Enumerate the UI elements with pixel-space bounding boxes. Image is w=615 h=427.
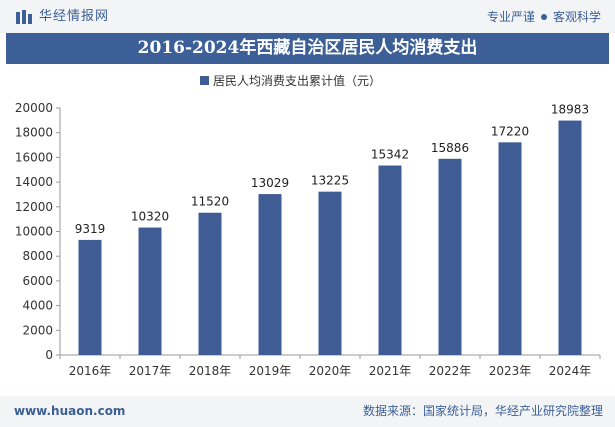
bar [498, 142, 522, 355]
slogan-dot-icon [540, 13, 547, 20]
bar [318, 191, 342, 355]
x-tick-label: 2017年 [129, 364, 172, 378]
x-tick-label: 2021年 [369, 364, 412, 378]
y-tick-label: 12000 [15, 200, 53, 214]
y-tick-label: 8000 [22, 249, 53, 263]
y-tick-label: 16000 [15, 150, 53, 164]
x-tick-label: 2022年 [429, 364, 472, 378]
x-tick-label: 2024年 [549, 364, 592, 378]
bar-chart: 居民人均消费支出累计值（元） 0 2000 4000 6000 8000 10000 1200… [15, 73, 601, 378]
data-label: 10320 [131, 210, 169, 224]
chart-title: 2016-2024年西藏自治区居民人均消费支出 [6, 33, 609, 64]
legend-swatch [200, 76, 209, 85]
data-label: 13225 [311, 174, 349, 188]
data-label: 15886 [431, 141, 469, 155]
y-tick-label: 10000 [15, 225, 53, 239]
brand-name: 华经情报网 [39, 9, 110, 24]
slogan-right: 客观科学 [552, 10, 601, 24]
x-tick-label: 2020年 [309, 364, 352, 378]
y-tick-label: 14000 [15, 175, 53, 189]
bar [258, 194, 282, 355]
y-tick-label: 18000 [15, 126, 53, 140]
website-url[interactable]: www.huaon.com [14, 404, 126, 418]
data-label: 9319 [75, 222, 106, 236]
legend-label: 居民人均消费支出累计值（元） [213, 73, 381, 88]
bar [378, 165, 402, 355]
bar [438, 158, 462, 355]
y-tick-label: 20000 [15, 101, 53, 115]
data-label: 15342 [371, 148, 409, 162]
logo-icon [16, 10, 32, 24]
x-tick-label: 2023年 [489, 364, 532, 378]
data-label: 17220 [491, 124, 529, 138]
slogan-left: 专业严谨 [486, 10, 535, 24]
data-source: 数据来源：国家统计局，华经产业研究院整理 [362, 404, 603, 418]
bar [558, 120, 582, 355]
data-label: 13029 [251, 176, 289, 190]
data-label: 11520 [191, 195, 229, 209]
y-tick-label: 6000 [22, 274, 53, 288]
x-tick-label: 2018年 [189, 364, 232, 378]
slogan: 专业严谨 客观科学 [487, 8, 601, 26]
y-tick-label: 2000 [22, 323, 53, 337]
bar [78, 239, 102, 355]
y-tick-label: 4000 [22, 299, 53, 313]
x-tick-label: 2016年 [69, 364, 112, 378]
x-tick-label: 2019年 [249, 364, 292, 378]
bar [138, 227, 162, 355]
bar [198, 212, 222, 355]
data-label: 18983 [551, 103, 589, 117]
top-bar: 华经情报网 专业严谨 客观科学 [0, 0, 615, 33]
y-tick-label: 0 [45, 348, 53, 362]
footer: www.huaon.com 数据来源：国家统计局，华经产业研究院整理 [0, 396, 615, 427]
